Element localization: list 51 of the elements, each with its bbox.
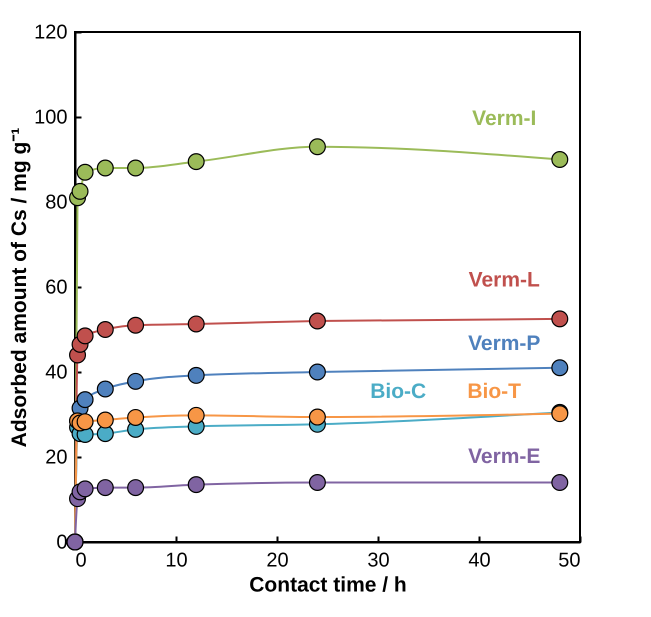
point — [76, 413, 94, 430]
x-tick-label: 50 — [558, 550, 580, 572]
point — [308, 312, 326, 330]
point — [76, 480, 94, 498]
point — [76, 164, 94, 181]
point — [127, 479, 144, 496]
series-label: Verm-E — [468, 445, 540, 468]
point — [551, 359, 568, 376]
point — [96, 380, 114, 398]
point — [127, 160, 144, 176]
x-tick-label: 0 — [76, 550, 87, 572]
y-tick-label: 100 — [34, 106, 68, 128]
y-tick-label: 20 — [45, 446, 68, 468]
point — [96, 412, 114, 429]
y-tick-label: 40 — [45, 362, 68, 384]
point — [188, 153, 205, 170]
point — [308, 408, 326, 426]
point — [72, 182, 89, 200]
series-label: Bio-T — [467, 380, 522, 403]
y-tick-label: 60 — [45, 276, 68, 298]
point — [551, 310, 568, 328]
point — [308, 474, 326, 491]
point — [96, 479, 114, 496]
point — [96, 160, 114, 176]
x-tick-label: 20 — [266, 550, 289, 572]
point — [127, 372, 144, 390]
point — [551, 474, 568, 491]
point — [188, 315, 205, 332]
series-label: Verm-P — [468, 332, 540, 355]
x-axis-title: Contact time / h — [249, 574, 407, 596]
point — [551, 151, 568, 168]
y-axis-title: Adsorbed amount of Cs / mg g⁻¹ — [8, 128, 32, 448]
x-tick-label: 10 — [165, 550, 188, 572]
point — [76, 391, 94, 408]
point — [188, 406, 205, 424]
point — [188, 476, 205, 494]
point — [127, 316, 144, 334]
point — [188, 366, 205, 384]
point — [76, 327, 94, 344]
point — [308, 364, 326, 380]
series-label: Verm-L — [468, 268, 540, 292]
y-tick-label: 0 — [56, 532, 68, 554]
x-tick-label: 40 — [468, 550, 491, 572]
point — [308, 138, 326, 156]
point — [96, 321, 114, 338]
y-tick-label: 80 — [45, 192, 68, 214]
series-label: Bio-C — [370, 380, 426, 403]
x-tick-label: 30 — [367, 550, 390, 572]
series-label: Verm-I — [472, 107, 536, 130]
point — [127, 408, 144, 426]
y-tick-label: 120 — [34, 22, 68, 44]
